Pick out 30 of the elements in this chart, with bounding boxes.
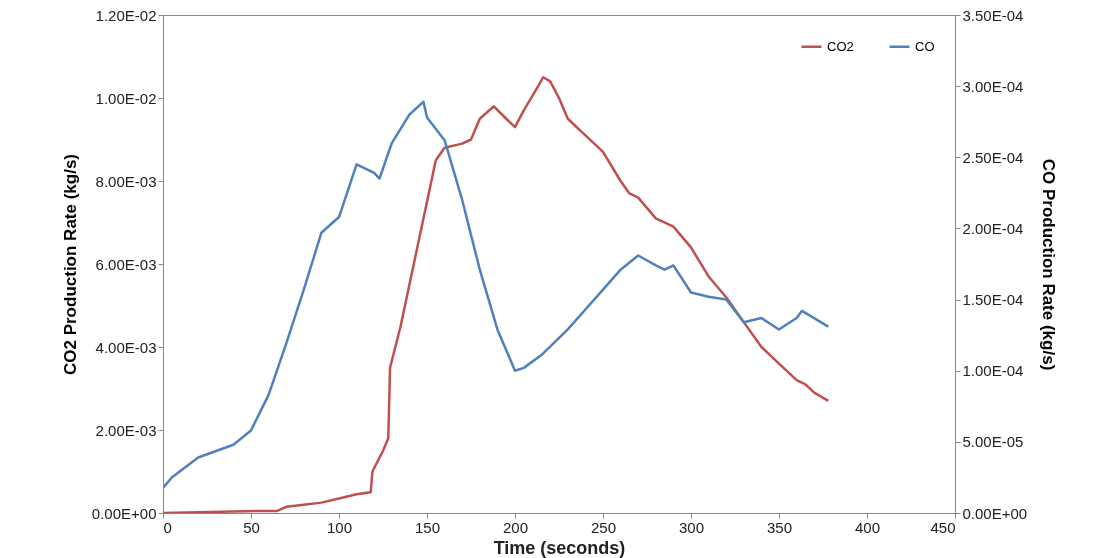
y-tick-label: 1.20E-02 <box>95 6 157 24</box>
x-tick-label: 150 <box>414 518 441 536</box>
y2-tick-label: 0.00E+00 <box>962 504 1028 522</box>
x-tick-label: 200 <box>502 518 529 536</box>
x-tick-label: 50 <box>243 518 260 536</box>
x-axis-title: Time (seconds) <box>493 537 626 558</box>
y2-tick-label: 5.00E-05 <box>962 433 1024 451</box>
y-tick-label: 4.00E-03 <box>95 338 157 356</box>
x-tick-label: 300 <box>678 518 705 536</box>
y-tick-label: 2.00E-03 <box>95 421 157 439</box>
legend-label: CO <box>915 38 935 54</box>
y2-axis-title: CO Production Rate (kg/s) <box>1039 158 1059 371</box>
y2-tick-label: 3.50E-04 <box>962 6 1024 24</box>
x-tick-label: 250 <box>590 518 617 536</box>
x-tick-label: 0 <box>163 518 172 536</box>
y2-tick-label: 1.00E-04 <box>962 362 1024 380</box>
y2-tick-label: 3.00E-04 <box>962 77 1024 95</box>
y2-tick-label: 2.00E-04 <box>962 219 1024 237</box>
x-tick-label: 450 <box>930 518 956 536</box>
legend-label: CO2 <box>827 38 854 54</box>
y2-tick-label: 1.50E-04 <box>962 291 1024 309</box>
x-tick-label: 350 <box>766 518 793 536</box>
y-tick-label: 8.00E-03 <box>95 172 157 190</box>
x-tick-label: 100 <box>326 518 353 536</box>
y2-tick-label: 2.50E-04 <box>962 148 1024 166</box>
y-tick-label: 6.00E-03 <box>95 255 157 273</box>
x-tick-label: 400 <box>854 518 881 536</box>
y-tick-label: 0.00E+00 <box>91 504 157 522</box>
y-axis-title: CO2 Production Rate (kg/s) <box>60 153 80 376</box>
y-tick-label: 1.00E-02 <box>95 89 157 107</box>
